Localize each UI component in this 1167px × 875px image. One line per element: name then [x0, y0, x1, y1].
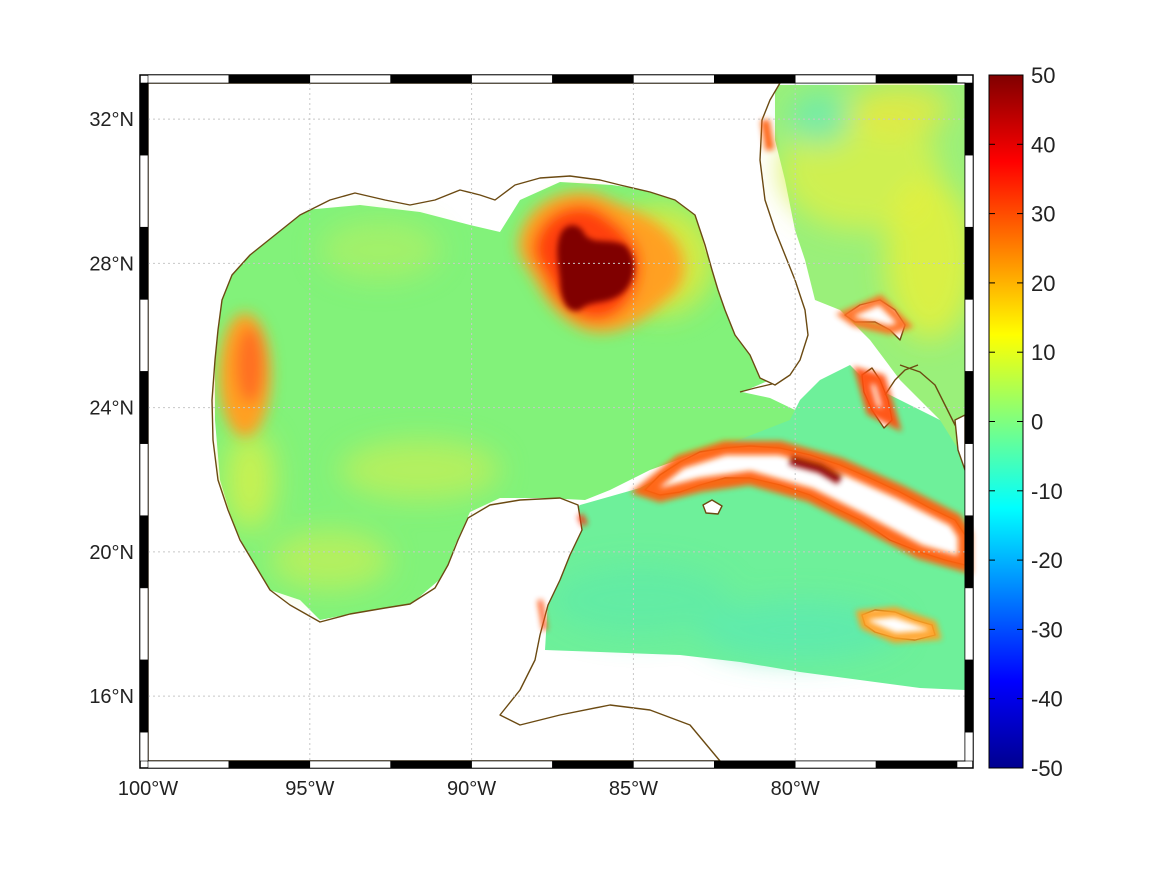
cb-tick-label-4: 10 [1031, 340, 1055, 365]
frame-seg-right [964, 443, 974, 517]
frame-seg-right [964, 154, 974, 228]
frame-seg-left [139, 154, 149, 228]
frame-seg-top [228, 74, 311, 84]
cb-tick-label-6: -10 [1031, 479, 1063, 504]
cb-tick-label-9: -40 [1031, 687, 1063, 712]
lat-label-2: 24°N [89, 398, 134, 420]
frame-seg-right [964, 515, 974, 589]
colorbar-ticks: 50 40 30 20 10 0 -10 -20 -30 -40 -50 [988, 63, 1063, 781]
frame-seg-right [964, 587, 974, 661]
lon-label-3: 85°W [609, 778, 658, 800]
lat-label-4: 16°N [89, 686, 134, 708]
lat-label-0: 32°N [89, 109, 134, 131]
lat-label-3: 20°N [89, 542, 134, 564]
bahamas-exuma-land [884, 364, 919, 396]
cb-tick-label-0: 50 [1031, 63, 1055, 88]
map-frame [139, 74, 974, 769]
longitude-labels: 100°W 95°W 90°W 85°W 80°W [118, 778, 820, 800]
cb-tick-label-2: 30 [1031, 202, 1055, 227]
frame-seg-top [713, 74, 796, 84]
latitude-labels: 32°N 28°N 24°N 20°N 16°N [89, 109, 134, 708]
frame-seg-left [139, 82, 149, 156]
frame-seg-top [794, 74, 877, 84]
frame-seg-bottom [147, 760, 230, 769]
frame-seg-left [139, 515, 149, 589]
frame-seg-bottom [228, 760, 311, 769]
isle-of-youth-land [702, 499, 723, 515]
frame-seg-bottom [552, 760, 634, 769]
frame-seg-right [964, 659, 974, 733]
graticule [148, 83, 965, 761]
data-field [215, 85, 965, 690]
cb-tick-label-1: 40 [1031, 132, 1055, 157]
frame-seg-top [875, 74, 958, 84]
lon-label-4: 80°W [771, 778, 820, 800]
cb-tick-label-3: 20 [1031, 271, 1055, 296]
lat-label-1: 28°N [89, 253, 134, 275]
frame-seg-left [139, 731, 149, 762]
lon-label-1: 95°W [285, 778, 334, 800]
frame-seg-bottom [390, 760, 472, 769]
frame-seg-left [139, 226, 149, 300]
frame-seg-bottom [309, 760, 391, 769]
frame-seg-right [964, 299, 974, 372]
cb-tick-label-8: -30 [1031, 617, 1063, 642]
frame-seg-left [139, 659, 149, 733]
cb-tick-label-10: -50 [1031, 756, 1063, 781]
frame-seg-top [633, 74, 715, 84]
lon-label-0: 100°W [118, 778, 178, 800]
frame-seg-right [964, 371, 974, 444]
frame-seg-bottom [471, 760, 553, 769]
lon-label-2: 90°W [447, 778, 496, 800]
frame-seg-left [139, 299, 149, 372]
frame-seg-top [390, 74, 472, 84]
frame-seg-bottom [633, 760, 715, 769]
frame-seg-left [139, 587, 149, 661]
frame-seg-bottom [794, 760, 877, 769]
frame-seg-top [147, 74, 230, 84]
frame-seg-right [964, 226, 974, 300]
cb-tick-label-5: 0 [1031, 410, 1043, 435]
frame-seg-bottom [875, 760, 958, 769]
frame-seg-right [964, 731, 974, 762]
frame-seg-right [964, 82, 974, 156]
frame-seg-top [309, 74, 391, 84]
north-america-land [147, 82, 809, 762]
frame-seg-bottom [713, 760, 796, 769]
frame-seg-left [139, 371, 149, 444]
frame-seg-left [139, 443, 149, 517]
frame-seg-top [552, 74, 634, 84]
colorbar-outline [988, 74, 1024, 769]
cb-tick-label-7: -20 [1031, 548, 1063, 573]
florida-keys [739, 383, 773, 393]
frame-seg-top [471, 74, 553, 84]
